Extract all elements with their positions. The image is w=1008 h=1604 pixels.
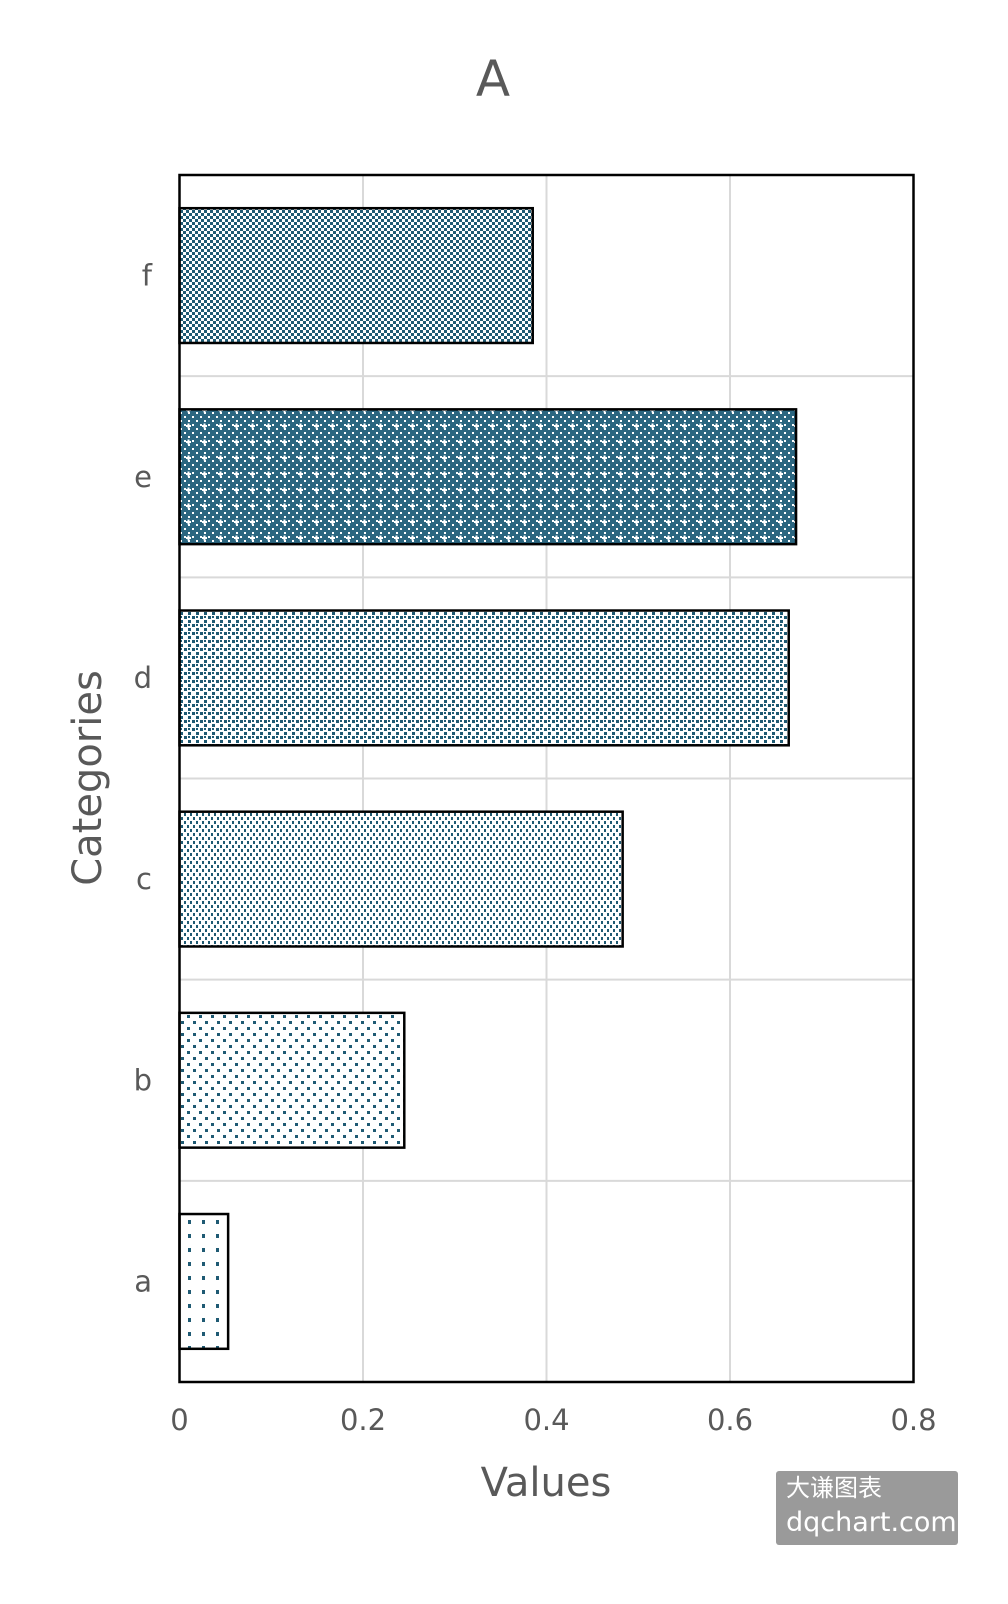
bar-c	[178, 810, 624, 948]
x-tick-label: 0.6	[707, 1403, 753, 1437]
y-tick-labels: a b c d e f	[134, 259, 153, 1299]
watermark-badge: 大谦图表 dqchart.com	[776, 1471, 958, 1545]
bar-b	[178, 1011, 406, 1149]
x-tick-label: 0.8	[890, 1403, 936, 1437]
x-tick-label: 0.2	[340, 1403, 386, 1437]
y-tick-label-b: b	[134, 1063, 152, 1097]
bar-e	[178, 408, 798, 546]
x-tick-label: 0	[170, 1403, 188, 1437]
watermark-url: dqchart.com	[786, 1507, 957, 1538]
x-tick-labels: 0 0.2 0.4 0.6 0.8	[170, 1403, 936, 1437]
y-tick-label-e: e	[134, 460, 152, 494]
x-tick-label: 0.4	[523, 1403, 569, 1437]
watermark-brand: 大谦图表	[786, 1474, 882, 1502]
y-tick-label-d: d	[134, 661, 152, 695]
x-axis-label: Values	[481, 1460, 612, 1506]
bar-f	[178, 206, 534, 345]
chart-title: A	[476, 50, 510, 108]
y-tick-label-a: a	[134, 1264, 152, 1298]
bar-a	[178, 1212, 230, 1351]
plot-frame	[178, 173, 915, 1384]
y-tick-label-f: f	[142, 259, 153, 293]
gridlines	[179, 175, 914, 1382]
bars	[178, 206, 798, 1351]
y-tick-label-c: c	[136, 862, 152, 896]
y-axis-label: Categories	[65, 670, 111, 886]
bar-d	[178, 609, 790, 747]
